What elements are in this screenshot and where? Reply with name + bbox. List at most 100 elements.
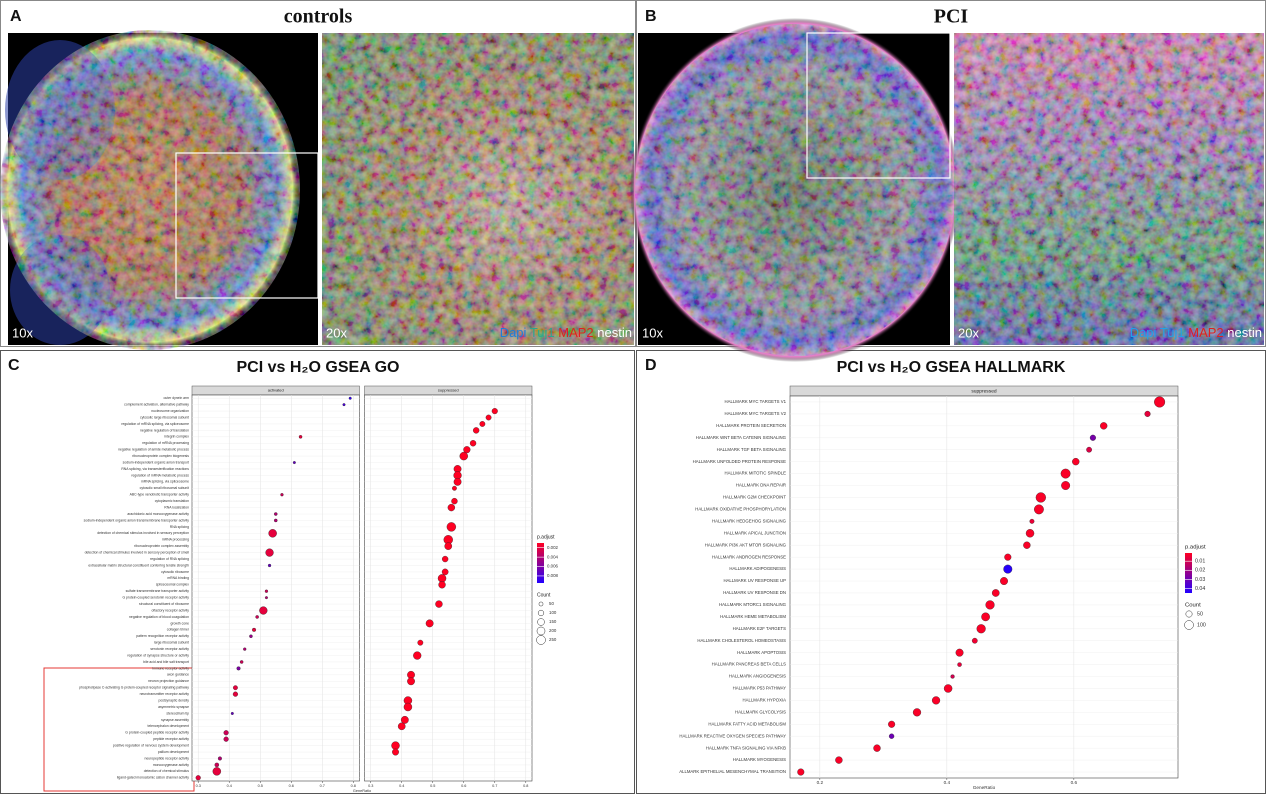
category-label: RNA splicing bbox=[170, 525, 189, 529]
size-key bbox=[1184, 620, 1194, 630]
x-tick-label: 0.5 bbox=[430, 784, 435, 788]
category-label: ABC-type xenobiotic transporter activity bbox=[130, 493, 190, 497]
magnification: 10x bbox=[12, 325, 33, 340]
category-label: HALLMARK TGF BETA SIGNALING bbox=[717, 447, 787, 452]
colorbar-label: 0.02 bbox=[1195, 568, 1205, 574]
category-label: spliceosomal complex bbox=[156, 583, 189, 587]
dot bbox=[223, 736, 229, 742]
stain: nestin bbox=[597, 325, 632, 340]
dot bbox=[1034, 504, 1044, 515]
dot bbox=[473, 427, 480, 434]
category-label: sulfate transmembrane transporter activi… bbox=[126, 589, 190, 593]
dot bbox=[950, 674, 955, 679]
dot bbox=[232, 691, 238, 697]
size-label: 50 bbox=[549, 601, 554, 606]
dot bbox=[981, 612, 990, 622]
dot bbox=[392, 748, 399, 756]
dot bbox=[452, 485, 457, 491]
category-label: ligand-gated monoatomic cation channel a… bbox=[117, 776, 189, 780]
dot bbox=[1003, 564, 1013, 574]
colorbar-label: 0.01 bbox=[1195, 559, 1205, 565]
dot bbox=[267, 563, 272, 568]
category-label: HALLMARK PROTEIN SECRETION bbox=[716, 423, 786, 428]
x-axis-label: GeneRatio bbox=[973, 785, 996, 790]
size-label: 100 bbox=[1197, 622, 1206, 628]
magnification: 20x bbox=[326, 325, 347, 340]
category-label: HALLMARK E2F TARGETS bbox=[733, 626, 786, 631]
category-label: detection of chemical stimulus involved … bbox=[85, 551, 190, 555]
category-label: HALLMARK APOPTOSIS bbox=[737, 650, 786, 655]
category-label: monooxygenase activity bbox=[153, 763, 189, 767]
dot bbox=[264, 589, 269, 593]
size-key bbox=[1185, 610, 1193, 618]
dot bbox=[274, 518, 278, 523]
category-label: HALLMARK GLYCOLYSIS bbox=[735, 709, 786, 714]
category-label: axon guidance bbox=[167, 673, 189, 677]
category-label: HALLMARK MYOGENESIS bbox=[733, 757, 786, 762]
x-tick-label: 0.7 bbox=[320, 784, 325, 788]
micrograph bbox=[630, 18, 960, 362]
size-key bbox=[537, 609, 545, 617]
category-label: arachidonic acid monooxygenase activity bbox=[127, 512, 189, 516]
magnification: 20x bbox=[958, 325, 979, 340]
dot bbox=[274, 512, 278, 516]
x-tick-label: 0.5 bbox=[258, 784, 263, 788]
category-label: ribonucleoprotein complex biogenesis bbox=[132, 454, 189, 458]
legend-title: p.adjust bbox=[1185, 545, 1206, 551]
dot bbox=[223, 730, 229, 736]
dot bbox=[348, 396, 352, 400]
category-label: HALLMARK G2M CHECKPOINT bbox=[723, 495, 786, 500]
dot bbox=[459, 451, 468, 461]
dot bbox=[438, 581, 446, 589]
dot bbox=[397, 722, 406, 731]
dot bbox=[236, 666, 241, 671]
category-label: HALLMARK ANGIOGENESIS bbox=[729, 674, 786, 679]
category-label: negative regulation of amide metabolic p… bbox=[118, 448, 189, 452]
category-label: integrin complex bbox=[164, 435, 189, 439]
dot bbox=[1023, 541, 1031, 549]
plot-panel bbox=[191, 394, 360, 782]
dot bbox=[1089, 434, 1096, 441]
category-label: G protein-coupled peptide receptor activ… bbox=[125, 731, 189, 735]
colorbar-label: 0.04 bbox=[1195, 586, 1205, 592]
panel-letter: D bbox=[645, 357, 657, 374]
dot bbox=[446, 522, 457, 532]
size-key bbox=[537, 618, 545, 626]
category-label: cytosolic ribosome bbox=[161, 570, 189, 574]
dot bbox=[255, 615, 259, 619]
colorbar bbox=[1185, 553, 1192, 593]
dot bbox=[1144, 410, 1151, 417]
category-label: outer dynein arm bbox=[164, 396, 190, 400]
dot bbox=[955, 648, 964, 657]
category-label: HALLMARK HEME METABOLISM bbox=[720, 614, 786, 619]
dot bbox=[243, 647, 247, 651]
dot bbox=[265, 548, 274, 557]
dot bbox=[264, 596, 268, 600]
dot bbox=[463, 446, 471, 454]
dot bbox=[991, 589, 1000, 597]
category-label: detection of chemical stimulus bbox=[144, 769, 190, 773]
chart-title: PCI vs H₂O GSEA HALLMARK bbox=[837, 359, 1066, 376]
dot bbox=[957, 662, 962, 667]
category-label: HALLMARK FATTY ACID METABOLISM bbox=[708, 721, 786, 726]
size-label: 200 bbox=[549, 628, 557, 633]
dot bbox=[217, 756, 222, 761]
stain: Dapi bbox=[500, 325, 527, 340]
dot bbox=[1061, 481, 1071, 490]
x-tick-label: 0.8 bbox=[351, 784, 356, 788]
category-label: RNA localization bbox=[164, 505, 189, 509]
dot bbox=[835, 756, 843, 764]
category-label: HALLMARK OXIDATIVE PHOSPHORYLATION bbox=[695, 507, 786, 512]
category-label: cytoplasmic translation bbox=[155, 499, 189, 503]
plot-panel bbox=[789, 395, 1179, 779]
category-label: positive regulation of nervous system de… bbox=[113, 744, 189, 748]
colorbar-label: 0.008 bbox=[547, 573, 559, 578]
category-label: postsynaptic density bbox=[158, 698, 189, 702]
size-key bbox=[536, 635, 546, 645]
dot bbox=[413, 651, 422, 660]
category-label: HALLMARK UV RESPONSE DN bbox=[723, 590, 786, 595]
category-label: neuron projection guidance bbox=[148, 679, 189, 683]
category-label: negative regulation of blood coagulation bbox=[129, 615, 189, 619]
micrograph bbox=[954, 33, 1264, 345]
